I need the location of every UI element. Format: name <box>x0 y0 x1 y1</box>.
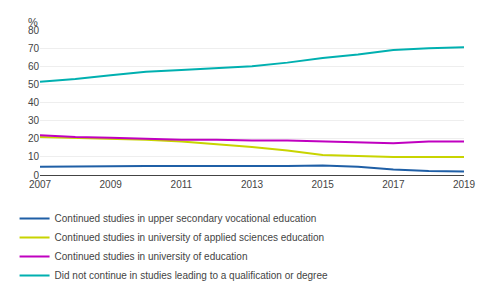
svg-text:2013: 2013 <box>241 179 264 190</box>
svg-text:40: 40 <box>28 97 40 108</box>
svg-text:80: 80 <box>28 25 40 36</box>
svg-text:Continued studies in universit: Continued studies in university of educa… <box>55 251 248 262</box>
svg-text:2009: 2009 <box>100 179 123 190</box>
svg-text:2015: 2015 <box>312 179 335 190</box>
svg-text:0: 0 <box>33 170 39 181</box>
svg-text:70: 70 <box>28 43 40 54</box>
svg-text:10: 10 <box>28 151 40 162</box>
svg-text:20: 20 <box>28 133 40 144</box>
svg-text:60: 60 <box>28 61 40 72</box>
svg-text:Continued studies in upper sec: Continued studies in upper secondary voc… <box>55 213 317 224</box>
svg-text:30: 30 <box>28 115 40 126</box>
svg-text:Continued studies in universit: Continued studies in university of appli… <box>55 232 325 243</box>
svg-text:2017: 2017 <box>382 179 405 190</box>
svg-text:%: % <box>28 16 38 28</box>
svg-text:2019: 2019 <box>453 179 476 190</box>
svg-text:Did not continue in studies le: Did not continue in studies leading to a… <box>55 270 328 281</box>
svg-text:2011: 2011 <box>171 179 193 190</box>
svg-text:50: 50 <box>28 79 40 90</box>
svg-text:2007: 2007 <box>29 179 52 190</box>
